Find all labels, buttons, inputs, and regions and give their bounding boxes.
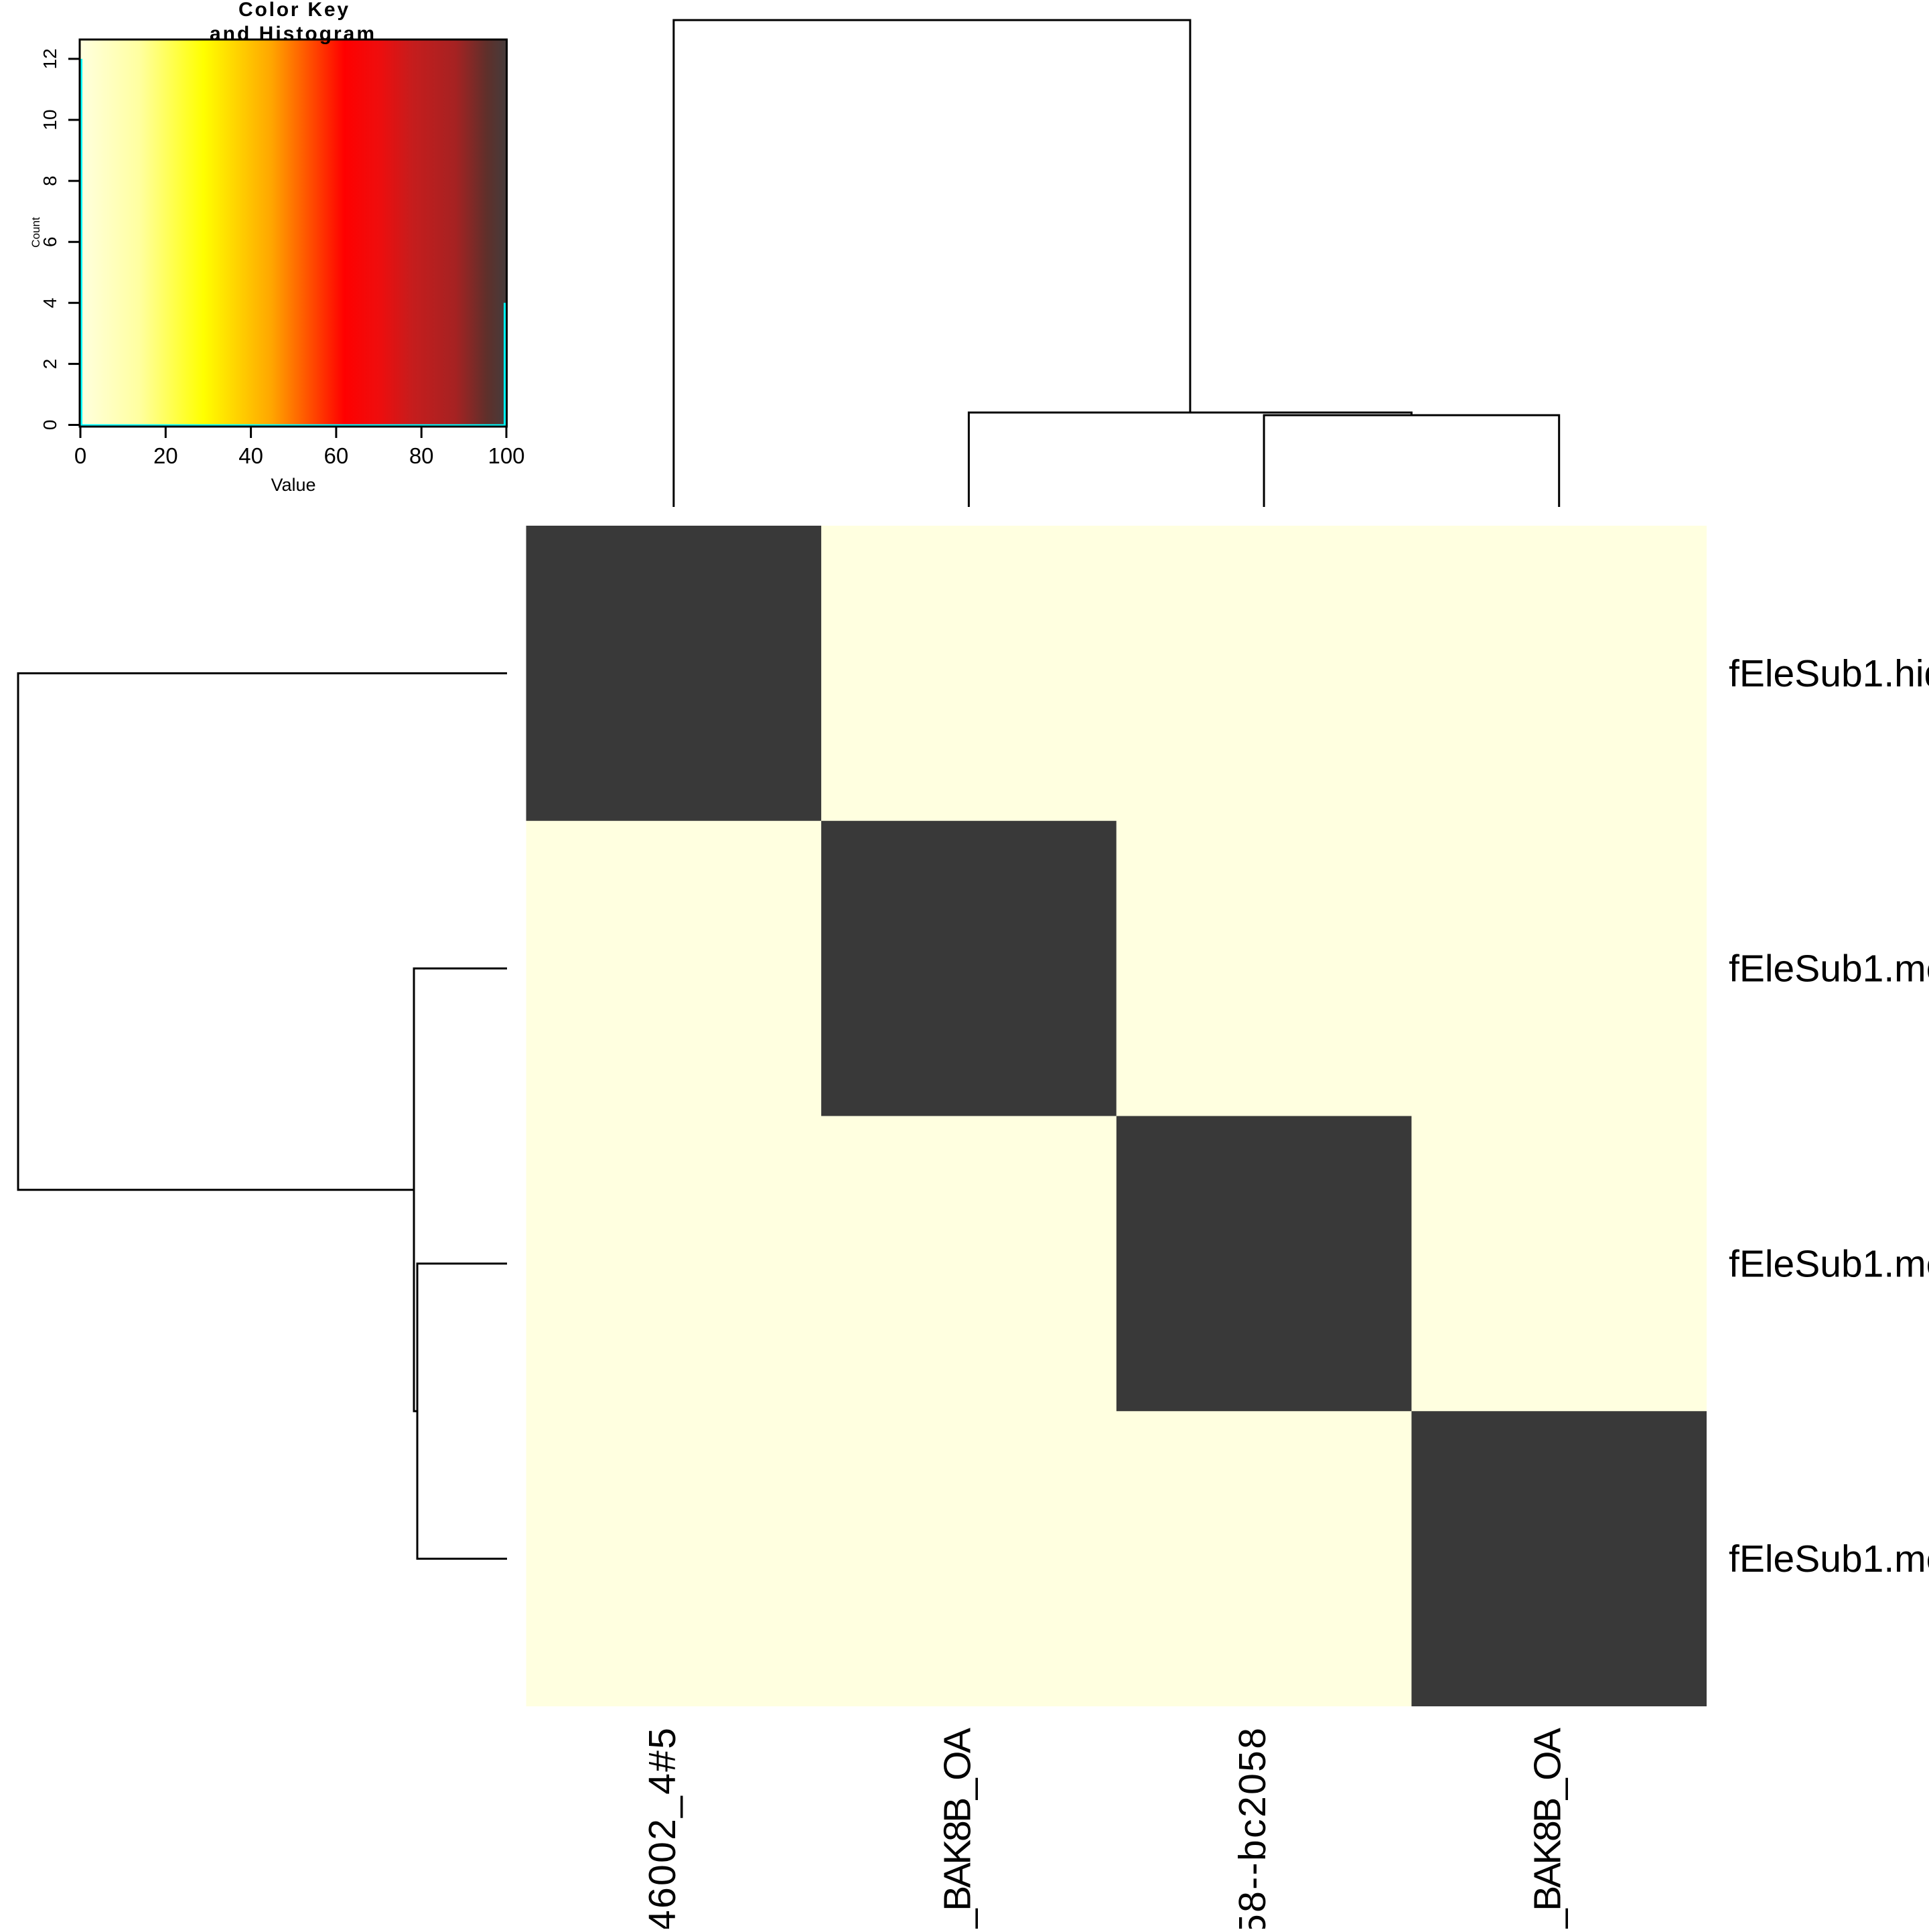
- svg-text:Value: Value: [271, 475, 315, 495]
- svg-text:46002_4#5: 46002_4#5: [641, 1728, 684, 1929]
- svg-text:0: 0: [40, 420, 60, 431]
- svg-text:Color Key: Color Key: [238, 0, 348, 21]
- svg-text:20: 20: [153, 443, 178, 468]
- svg-text:6: 6: [40, 236, 60, 247]
- svg-text:fEleSub1.mea: fEleSub1.mea: [1729, 1538, 1929, 1580]
- svg-text:100: 100: [488, 443, 524, 468]
- svg-text:0: 0: [74, 443, 86, 468]
- svg-text:10: 10: [40, 109, 60, 130]
- svg-text:80: 80: [409, 443, 434, 468]
- svg-text:_BAK8B_OA: _BAK8B_OA: [936, 1728, 979, 1929]
- svg-text:4: 4: [40, 298, 60, 309]
- svg-text:Count: Count: [29, 217, 42, 248]
- svg-text:and Histogram: and Histogram: [210, 23, 374, 45]
- svg-text:40: 40: [238, 443, 263, 468]
- svg-text:2: 2: [40, 359, 60, 370]
- svg-text:12: 12: [40, 48, 60, 69]
- svg-text:fEleSub1.mea: fEleSub1.mea: [1729, 948, 1929, 990]
- svg-text:fEleSub1.hide: fEleSub1.hide: [1729, 652, 1929, 695]
- svg-text:60: 60: [324, 443, 349, 468]
- svg-text:58--bc2058: 58--bc2058: [1231, 1728, 1274, 1929]
- svg-text:fEleSub1.mea: fEleSub1.mea: [1729, 1242, 1929, 1285]
- svg-text:_BAK8B_OA: _BAK8B_OA: [1526, 1728, 1569, 1929]
- svg-text:8: 8: [40, 175, 60, 186]
